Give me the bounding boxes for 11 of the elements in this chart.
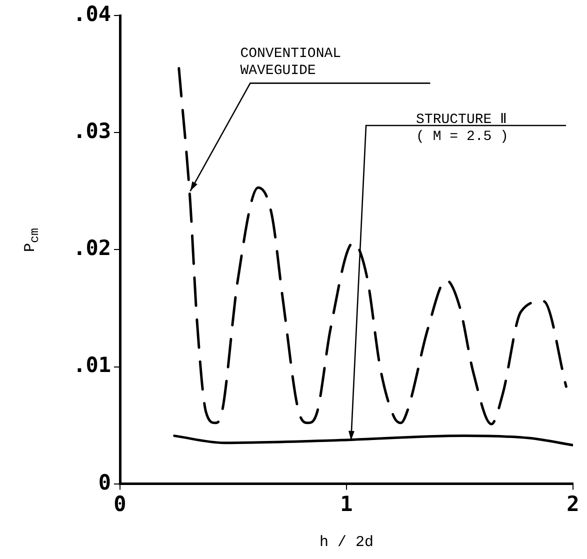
x-axis-title: h / 2d xyxy=(319,534,374,551)
y-tick-label: .02 xyxy=(73,236,111,260)
annotation: CONVENTIONAL WAVEGUIDE xyxy=(240,46,342,79)
x-tick-label: 0 xyxy=(114,492,126,516)
y-tick-label: .03 xyxy=(73,119,111,144)
annotation: STRUCTURE Ⅱ ( M = 2.5 ) xyxy=(416,112,508,146)
y-tick-label: .01 xyxy=(73,353,111,378)
y-tick-label: 0 xyxy=(98,470,111,494)
x-tick-label: 1 xyxy=(340,492,353,516)
y-tick-label: .04 xyxy=(73,2,111,26)
x-tick-label: 2 xyxy=(566,492,580,516)
